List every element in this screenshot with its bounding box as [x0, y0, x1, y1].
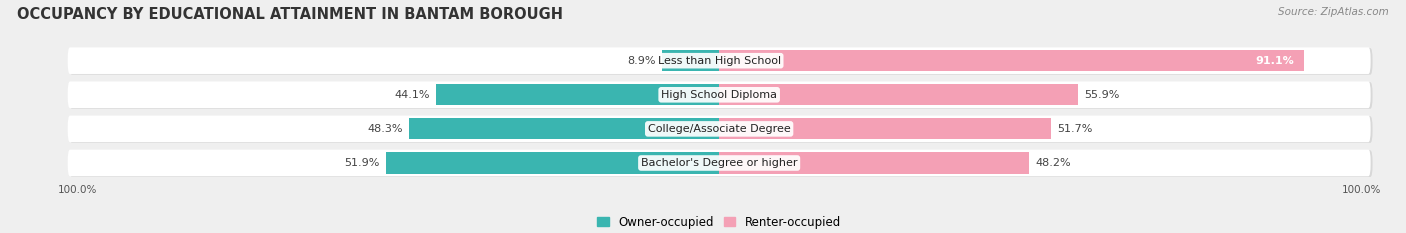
Text: Less than High School: Less than High School [658, 56, 780, 66]
Text: 51.7%: 51.7% [1057, 124, 1092, 134]
Text: OCCUPANCY BY EDUCATIONAL ATTAINMENT IN BANTAM BOROUGH: OCCUPANCY BY EDUCATIONAL ATTAINMENT IN B… [17, 7, 562, 22]
FancyBboxPatch shape [67, 150, 1371, 176]
Text: 55.9%: 55.9% [1084, 90, 1119, 100]
Bar [662, 50, 720, 71]
Text: Bachelor's Degree or higher: Bachelor's Degree or higher [641, 158, 797, 168]
Text: College/Associate Degree: College/Associate Degree [648, 124, 790, 134]
Text: 91.1%: 91.1% [1256, 56, 1295, 66]
FancyBboxPatch shape [70, 82, 1372, 109]
Bar [720, 118, 1052, 140]
Bar [436, 84, 720, 105]
Text: 44.1%: 44.1% [394, 90, 430, 100]
FancyBboxPatch shape [70, 150, 1372, 177]
FancyBboxPatch shape [67, 82, 1371, 108]
Bar [409, 118, 720, 140]
FancyBboxPatch shape [67, 47, 1371, 74]
Text: High School Diploma: High School Diploma [661, 90, 778, 100]
Text: Source: ZipAtlas.com: Source: ZipAtlas.com [1278, 7, 1389, 17]
Text: 51.9%: 51.9% [344, 158, 380, 168]
Text: 48.2%: 48.2% [1035, 158, 1070, 168]
FancyBboxPatch shape [67, 116, 1371, 142]
Bar [720, 152, 1029, 174]
Bar [720, 50, 1303, 71]
Legend: Owner-occupied, Renter-occupied: Owner-occupied, Renter-occupied [598, 216, 841, 229]
FancyBboxPatch shape [70, 116, 1372, 143]
Bar [720, 84, 1078, 105]
Text: 8.9%: 8.9% [627, 56, 655, 66]
Bar [387, 152, 720, 174]
Text: 48.3%: 48.3% [367, 124, 402, 134]
FancyBboxPatch shape [70, 48, 1372, 75]
